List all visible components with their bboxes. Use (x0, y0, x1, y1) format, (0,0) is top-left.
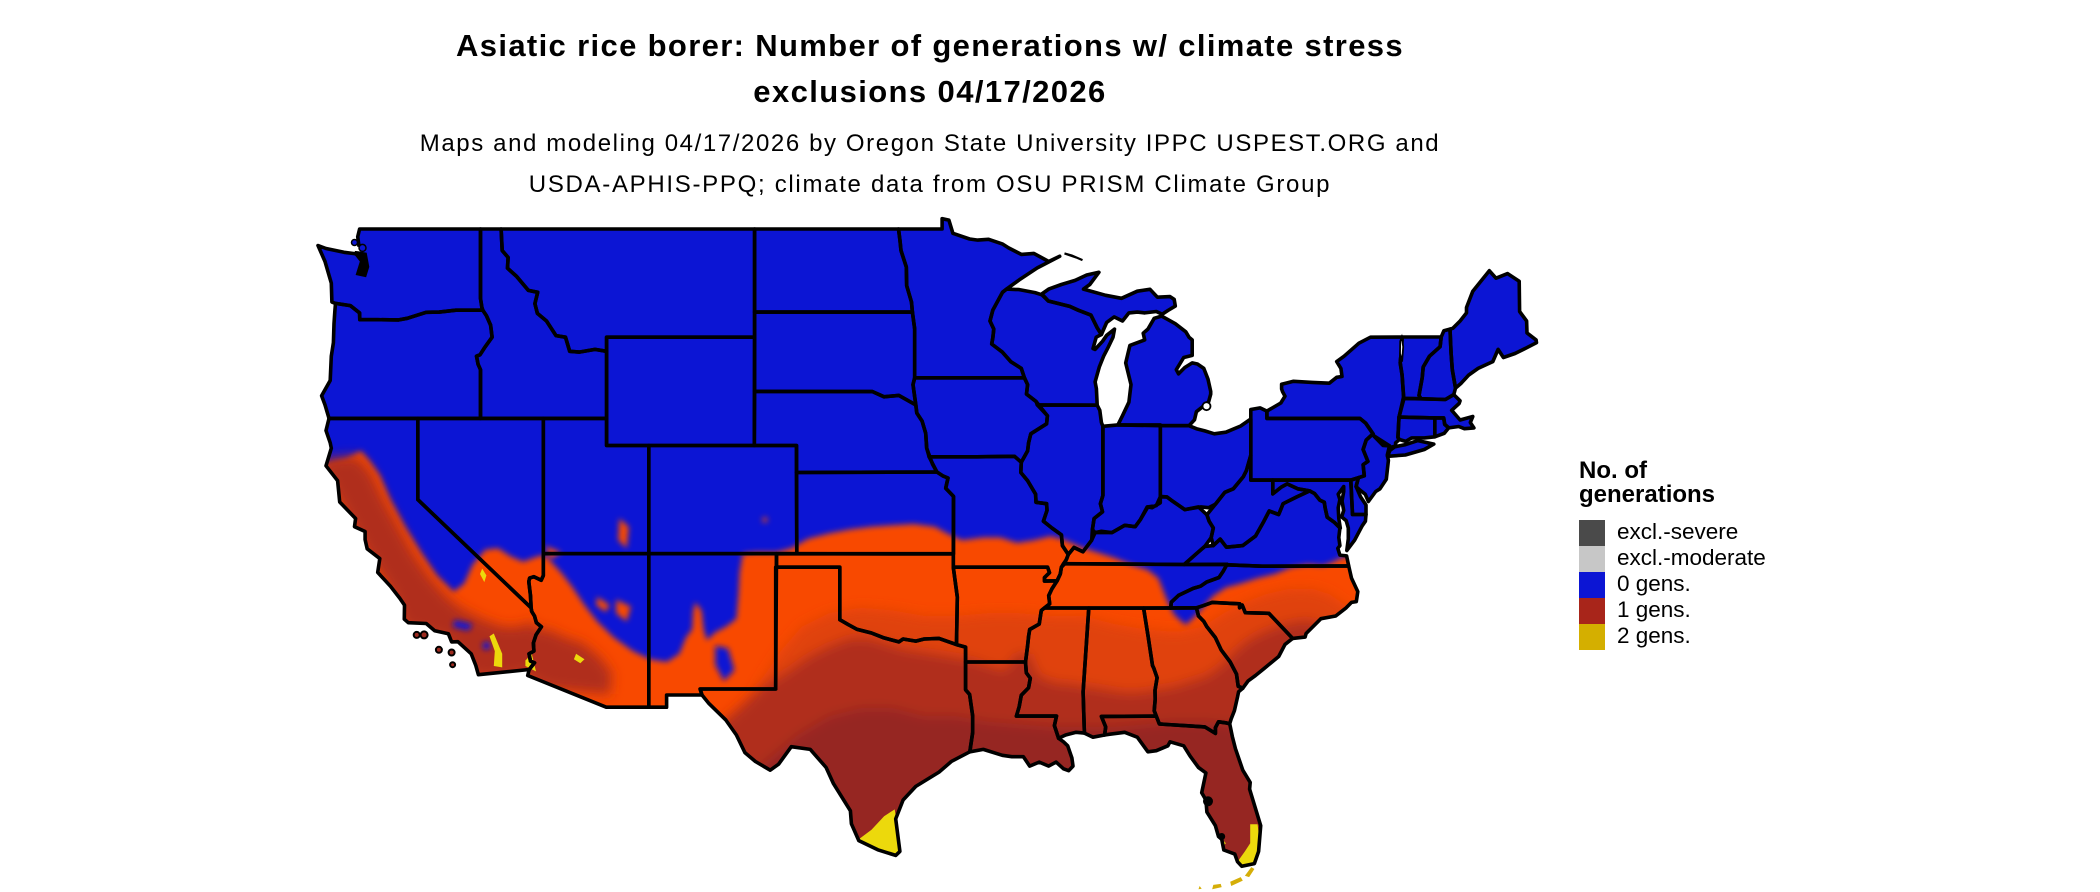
svg-text:USDA-APHIS-PPQ; climate data f: USDA-APHIS-PPQ; climate data from OSU PR… (529, 171, 1331, 198)
svg-text:exclusions 04/17/2026: exclusions 04/17/2026 (753, 74, 1106, 109)
svg-text:Maps and modeling 04/17/2026 b: Maps and modeling 04/17/2026 by Oregon S… (420, 130, 1440, 157)
svg-text:generations: generations (1579, 481, 1715, 508)
svg-text:0 gens.: 0 gens. (1617, 571, 1691, 596)
svg-text:excl.-moderate: excl.-moderate (1617, 545, 1766, 570)
svg-text:No. of: No. of (1579, 457, 1648, 484)
svg-text:1 gens.: 1 gens. (1617, 597, 1691, 622)
svg-text:2 gens.: 2 gens. (1617, 623, 1691, 648)
svg-text:Asiatic rice borer: Number of: Asiatic rice borer: Number of generation… (456, 28, 1404, 63)
svg-text:excl.-severe: excl.-severe (1617, 519, 1738, 544)
